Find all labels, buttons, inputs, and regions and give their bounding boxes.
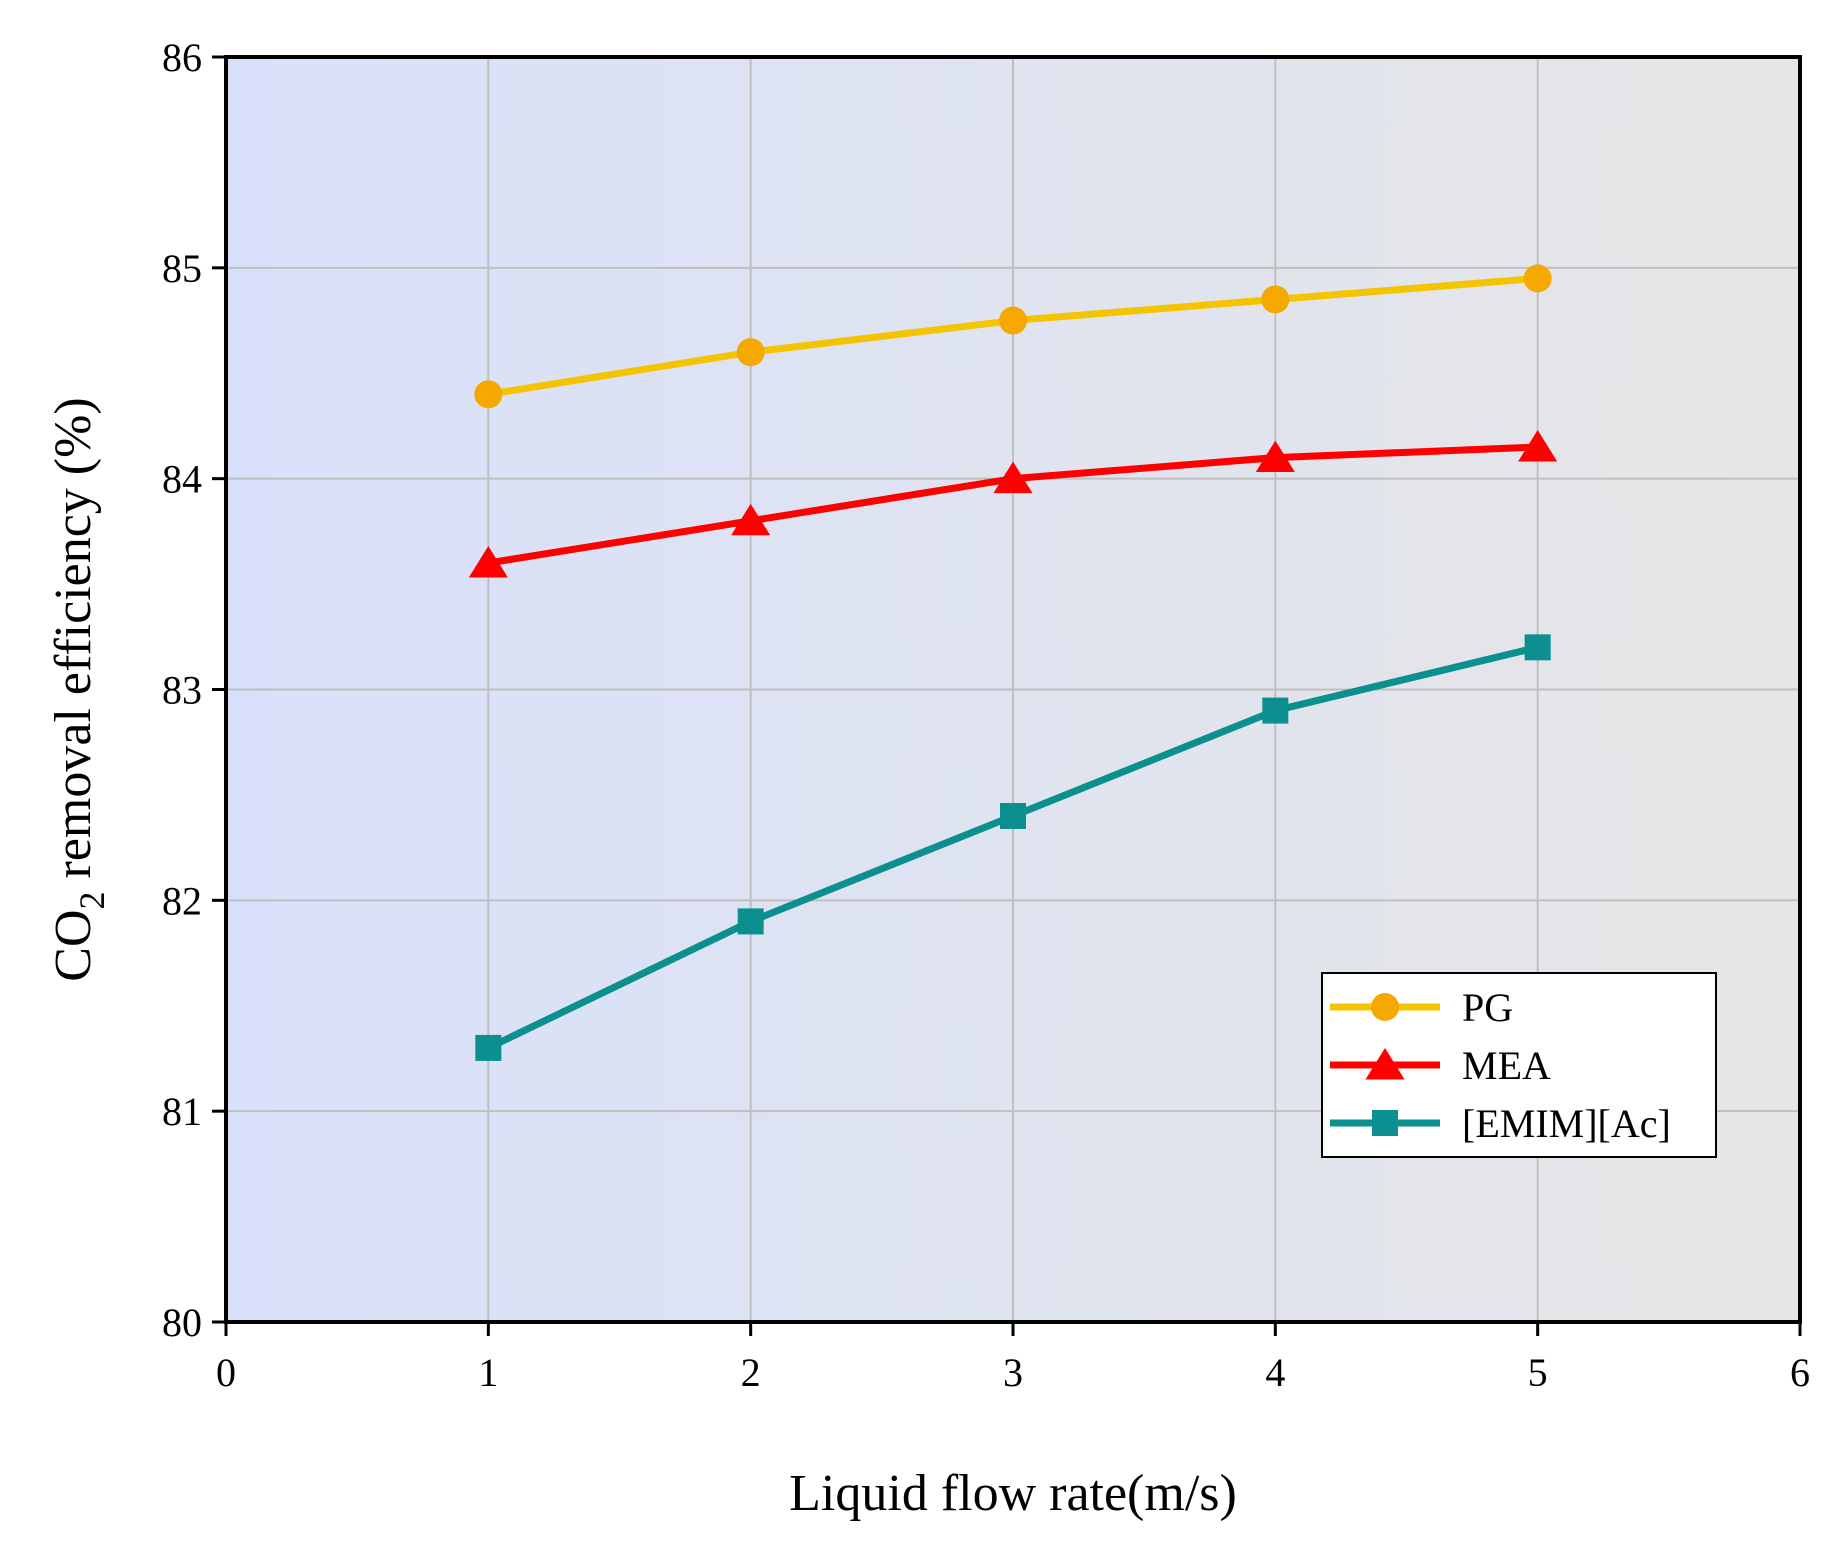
data-point (475, 1034, 502, 1061)
data-point (993, 461, 1033, 494)
legend-item: PG (1330, 985, 1513, 1030)
x-tick-label: 0 (216, 1350, 236, 1395)
legend-label: [EMIM][Ac] (1462, 1101, 1671, 1146)
x-tick-label: 1 (478, 1350, 498, 1395)
x-tick-label: 3 (1003, 1350, 1023, 1395)
y-tick-label: 82 (162, 878, 202, 923)
legend-item: [EMIM][Ac] (1330, 1101, 1671, 1146)
y-tick-label: 80 (162, 1300, 202, 1345)
data-point (1518, 430, 1558, 462)
data-point (1255, 440, 1295, 473)
data-point (1524, 634, 1551, 661)
legend-label: PG (1462, 985, 1513, 1030)
x-axis-title: Liquid flow rate(m/s) (789, 1465, 1237, 1522)
y-axis-title-subscript: 2 (72, 891, 112, 909)
data-point (468, 546, 508, 578)
x-tick-label: 2 (741, 1350, 761, 1395)
data-point (737, 908, 764, 935)
x-tick-label: 5 (1528, 1350, 1548, 1395)
legend-label: MEA (1462, 1043, 1551, 1088)
y-axis-title: CO2 removal efficiency (%) (45, 397, 112, 981)
y-tick-label: 83 (162, 668, 202, 713)
series-layer (468, 264, 1558, 1061)
series-0 (474, 264, 1552, 409)
legend-marker (1365, 1048, 1405, 1080)
y-axis-title-suffix: removal efficiency (%) (45, 397, 102, 891)
x-tick-label: 6 (1790, 1350, 1810, 1395)
data-point (999, 306, 1027, 335)
data-point (1261, 285, 1290, 314)
y-axis-title-prefix: CO (45, 909, 102, 981)
y-tick-label: 81 (162, 1089, 202, 1134)
data-point (474, 380, 503, 409)
series-1 (468, 430, 1558, 578)
legend: PG MEA [EMIM][Ac] (1321, 972, 1717, 1158)
x-tick-label: 4 (1265, 1350, 1285, 1395)
legend-marker (1372, 1110, 1398, 1136)
series-2 (475, 634, 1551, 1061)
y-tick-label: 84 (162, 457, 202, 502)
data-point (1000, 803, 1026, 829)
legend-item: MEA (1330, 1043, 1551, 1088)
data-point (1262, 697, 1289, 724)
y-tick-label: 86 (162, 35, 202, 80)
data-point (731, 503, 771, 536)
data-point (1523, 264, 1552, 293)
y-tick-label: 85 (162, 246, 202, 291)
legend-marker (1371, 993, 1399, 1021)
ticks: 0 1 2 3 4 5 6 80 81 82 83 84 85 86 (162, 35, 1810, 1395)
data-point (736, 338, 765, 367)
